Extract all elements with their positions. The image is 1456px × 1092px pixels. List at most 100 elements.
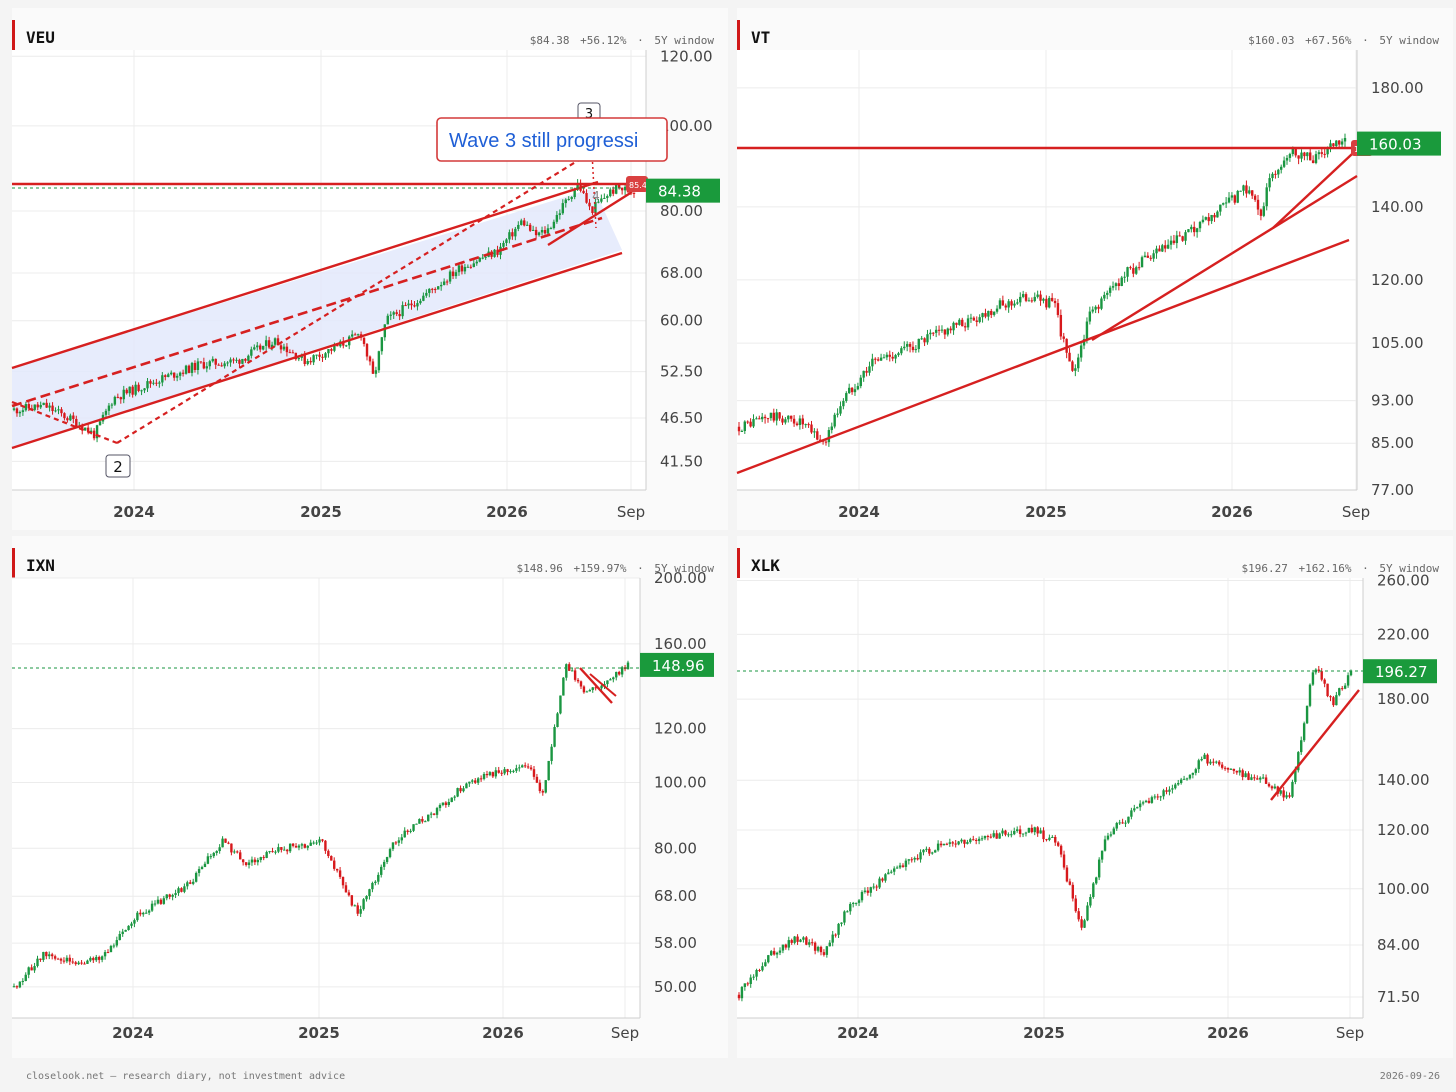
- candle-body: [755, 418, 758, 420]
- candle-body: [508, 232, 511, 240]
- footer-disclaimer: closelook.net — research diary, not inve…: [26, 1071, 346, 1082]
- plot-area[interactable]: 180.00 140.00 120.00 105.00 93.00 85.00 77.00 2…: [736, 50, 1441, 521]
- candle-body: [887, 872, 890, 875]
- candle-body: [156, 899, 160, 904]
- candle-body: [1338, 140, 1341, 145]
- candle-body: [1166, 244, 1170, 249]
- x-tick-label: Sep: [1336, 1024, 1364, 1042]
- candle-body: [1270, 786, 1274, 789]
- candle-body: [113, 396, 117, 405]
- candle-body: [1195, 228, 1199, 233]
- candle-body: [856, 386, 860, 390]
- x-tick-label: 2026: [486, 503, 528, 521]
- candle-body: [333, 344, 336, 351]
- candle-body: [529, 767, 533, 770]
- candle-body: [81, 425, 84, 431]
- candle-body: [142, 912, 145, 915]
- y-tick-label: 80.00: [654, 839, 697, 857]
- candle-body: [442, 281, 446, 285]
- candle-body: [250, 859, 254, 863]
- candle-body: [1124, 822, 1127, 824]
- candle-body: [1253, 777, 1256, 779]
- candle-body: [1062, 336, 1065, 339]
- candle-body: [1282, 790, 1285, 798]
- y-tick-label: 100.00: [1377, 880, 1430, 898]
- candle-body: [377, 351, 381, 371]
- candle-body: [884, 874, 887, 881]
- candle-body: [972, 317, 976, 321]
- candle-body: [972, 839, 975, 841]
- candle-body: [270, 344, 274, 348]
- candle-body: [1152, 253, 1155, 259]
- candle-body: [227, 842, 230, 844]
- candle-body: [978, 317, 981, 322]
- candle-body: [468, 781, 471, 784]
- candle-body: [1245, 185, 1248, 194]
- x-tick-label: Sep: [617, 503, 645, 521]
- price-meta: $160.03 +67.56% · 5Y window: [1244, 34, 1439, 47]
- wave-path: [116, 151, 593, 444]
- candle-body: [992, 311, 996, 315]
- plot-area[interactable]: 260.00 220.00 180.00 140.00 120.00 100.00 84.0…: [737, 571, 1437, 1042]
- candle-body: [365, 896, 368, 900]
- candle-body: [110, 404, 114, 406]
- candle-body: [478, 257, 481, 262]
- candle-body: [438, 804, 442, 809]
- candle-body: [72, 415, 75, 419]
- candle-body: [247, 862, 251, 865]
- candle-body: [1054, 836, 1057, 843]
- candle-body: [336, 344, 339, 347]
- candle-body: [1149, 257, 1152, 259]
- candle-body: [27, 967, 30, 975]
- candle-body: [205, 366, 209, 369]
- candle-body: [1213, 214, 1216, 218]
- candle-body: [421, 818, 424, 822]
- y-tick-label: 52.50: [660, 363, 703, 381]
- candle-body: [506, 769, 509, 772]
- candle-body: [422, 295, 425, 301]
- candle-body: [1071, 884, 1075, 899]
- candle-body: [1340, 141, 1344, 145]
- candle-body: [146, 381, 149, 389]
- candle-body: [400, 837, 403, 841]
- y-tick-label: 220.00: [1377, 625, 1430, 643]
- candle-body: [617, 184, 621, 188]
- candle-body: [1036, 827, 1039, 834]
- candle-body: [778, 412, 781, 419]
- candle-body: [793, 936, 796, 943]
- annotation-box[interactable]: [436, 117, 668, 162]
- candle-body: [439, 284, 443, 287]
- candle-body: [1233, 195, 1237, 203]
- candle-body: [992, 833, 995, 837]
- candle-body: [995, 833, 998, 839]
- candle-body: [345, 345, 348, 347]
- candle-body: [556, 713, 559, 727]
- plot-area[interactable]: 200.00 160.00 120.00 100.00 80.00 68.00 58.00 5…: [12, 569, 714, 1042]
- candle-body: [403, 830, 406, 838]
- candle-body: [1212, 761, 1215, 763]
- candle-body: [259, 857, 262, 860]
- candle-body: [189, 882, 192, 884]
- candle-body: [77, 962, 80, 965]
- candle-body: [350, 334, 354, 337]
- candle-body: [471, 780, 474, 782]
- candle-body: [356, 334, 360, 336]
- candle-body: [465, 783, 468, 789]
- candle-body: [218, 847, 221, 852]
- candle-body: [1343, 138, 1347, 142]
- candle-body: [36, 958, 39, 967]
- candle-body: [175, 375, 179, 378]
- last-price: $148.96: [516, 562, 563, 575]
- candle-body: [1068, 352, 1071, 362]
- candle-body: [98, 421, 102, 426]
- candle-body: [503, 769, 506, 774]
- candle-body: [1062, 854, 1066, 868]
- candle-body: [740, 986, 744, 999]
- plot-area[interactable]: 120.00 100.00 80.00 68.00 60.00 52.50 46.50 41.…: [11, 47, 720, 521]
- candle-body: [389, 314, 392, 316]
- candle-body: [929, 332, 932, 335]
- candle-body: [221, 838, 224, 848]
- candle-body: [1259, 209, 1263, 216]
- candle-body: [1185, 778, 1189, 780]
- candle-body: [424, 821, 427, 823]
